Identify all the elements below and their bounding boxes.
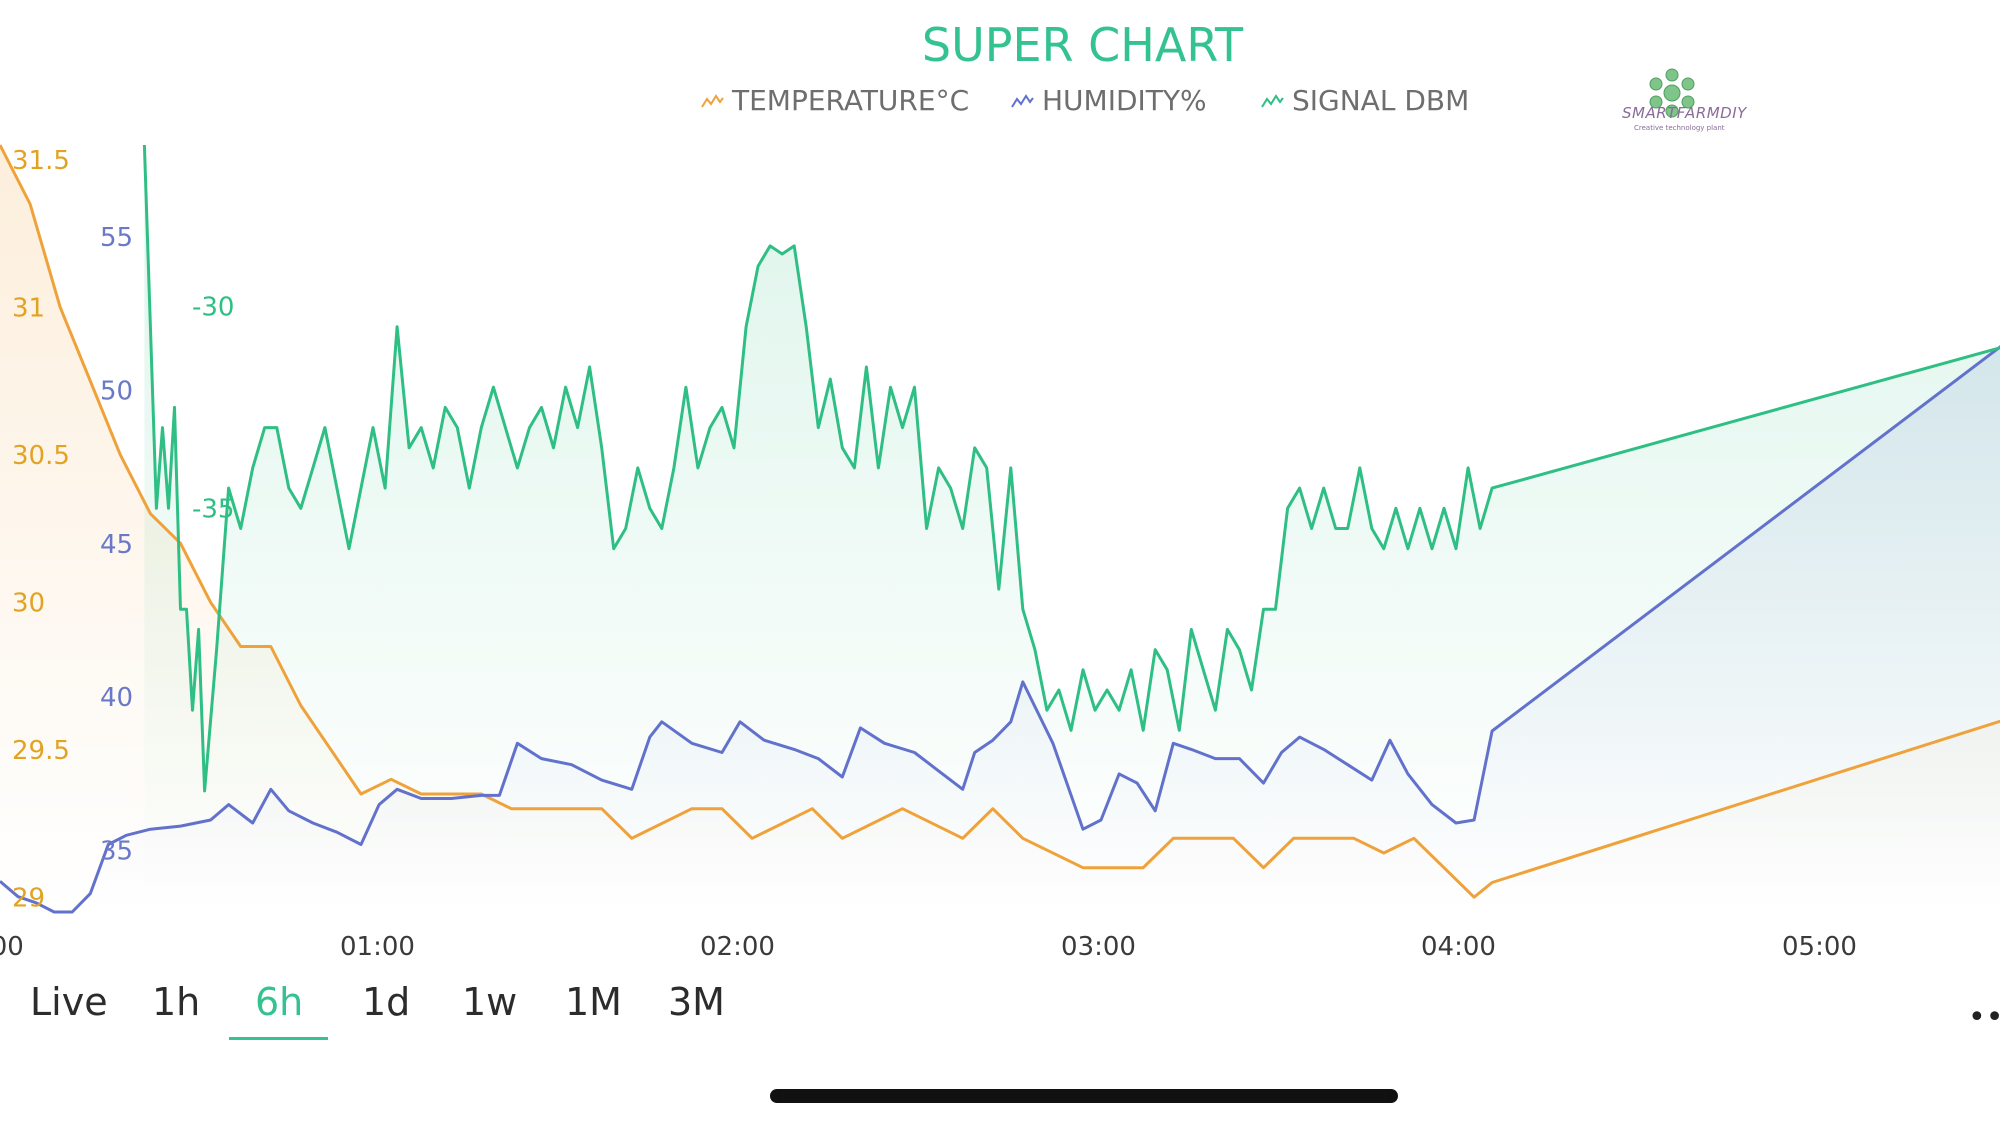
range-tab-1m[interactable]: 1M [565, 980, 622, 1024]
logo-tagline: Creative technology plant [1634, 124, 1725, 132]
x-tick-label: 05:00 [1782, 932, 1857, 962]
home-indicator[interactable] [770, 1089, 1398, 1103]
legend-item-humidity[interactable]: HUMIDITY% [1010, 78, 1260, 122]
y-tick-label: -30 [192, 292, 234, 322]
y-tick-label: 31 [12, 293, 45, 323]
y-tick-label: 31.5 [12, 146, 70, 176]
super-chart[interactable]: 29 29.5 30 30.5 31 31.5 35 40 45 50 55 -30 -35 :00 01… [0, 0, 2000, 975]
range-tab-1d[interactable]: 1d [362, 980, 411, 1024]
y-tick-label: 30.5 [12, 441, 70, 471]
y-tick-label: 55 [100, 223, 133, 253]
legend-label-humidity: HUMIDITY% [1042, 83, 1207, 117]
y-tick-label: 30 [12, 588, 45, 618]
x-tick-label: 02:00 [700, 932, 775, 962]
active-range-indicator [229, 1037, 328, 1040]
x-tick-label: :00 [0, 932, 24, 962]
y-tick-label: 45 [100, 530, 133, 560]
series-line-signal-dbm[interactable] [142, 144, 2000, 793]
y-tick-label: 29.5 [12, 736, 70, 766]
range-tab-1h[interactable]: 1h [152, 980, 201, 1024]
logo-name: SMARTFARMDIY [1622, 104, 1747, 122]
range-tab-3m[interactable]: 3M [668, 980, 725, 1024]
y-tick-label: -35 [192, 494, 234, 524]
range-tab-live[interactable]: Live [30, 980, 108, 1024]
smartfarmdiy-logo [1649, 68, 1695, 118]
range-selector: Live 1h 6h 1d 1w 1M 3M [0, 980, 2000, 1050]
series-area-2 [144, 145, 2000, 912]
legend-label-signal: SIGNAL DBM [1292, 83, 1470, 117]
more-options-icon[interactable]: •• [1968, 1000, 2000, 1035]
line-chart-icon [1261, 94, 1284, 108]
y-tick-label: 40 [100, 683, 133, 713]
legend-item-signal[interactable]: SIGNAL DBM [1260, 78, 1480, 122]
series-line-humidity-[interactable] [0, 344, 2000, 914]
range-tab-6h[interactable]: 6h [255, 980, 304, 1024]
y-tick-label: 50 [100, 376, 133, 406]
x-tick-label: 04:00 [1421, 932, 1496, 962]
x-tick-label: 03:00 [1061, 932, 1136, 962]
legend-item-temperature[interactable]: TEMPERATURE°C [700, 78, 1010, 122]
line-chart-icon [701, 94, 724, 108]
y-tick-label: 35 [100, 837, 133, 867]
x-tick-label: 01:00 [340, 932, 415, 962]
legend: TEMPERATURE°C HUMIDITY% SIGNAL DBM [700, 78, 1480, 122]
legend-label-temperature: TEMPERATURE°C [732, 83, 970, 117]
y-tick-label: 29 [12, 883, 45, 913]
series-line-temperature-c[interactable] [0, 144, 2000, 899]
chart-title: SUPER CHART [921, 18, 1244, 72]
line-chart-icon [1011, 94, 1034, 108]
range-tab-1w[interactable]: 1w [462, 980, 518, 1024]
